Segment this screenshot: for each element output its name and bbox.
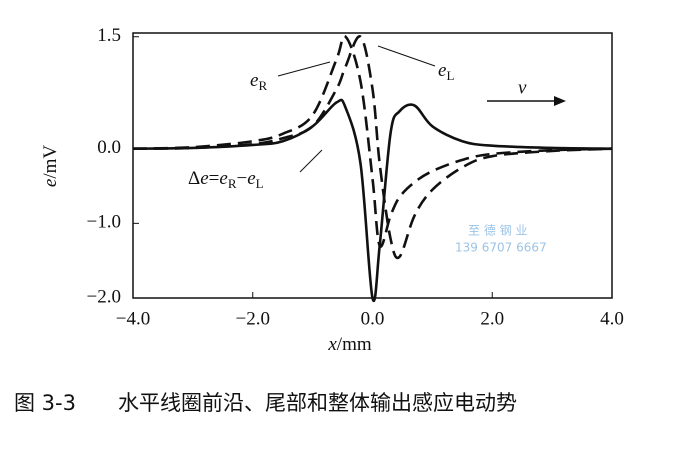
label-er: eR	[250, 70, 267, 93]
t: e	[200, 168, 208, 189]
label-er-main: e	[250, 70, 258, 91]
label-el: eL	[438, 60, 454, 83]
y-axis-label-var: e	[40, 179, 61, 187]
caption-text: 水平线圈前沿、尾部和整体输出感应电动势	[118, 391, 517, 415]
leader-er	[277, 61, 331, 77]
leader-el	[377, 45, 436, 67]
series-line	[132, 98, 613, 303]
series-line	[132, 35, 613, 260]
label-el-main: e	[438, 60, 446, 81]
watermark-phone: 139 6707 6667	[455, 241, 547, 255]
label-er-sub: R	[258, 78, 267, 93]
x-tick-label: 0.0	[361, 308, 385, 329]
leader-delta	[299, 149, 323, 173]
label-delta: Δe=eR−eL	[188, 168, 264, 191]
x-axis-label: x/mm	[327, 334, 371, 355]
x-axis-label-var: x	[327, 334, 337, 355]
x-tick-label: 2.0	[480, 308, 504, 329]
x-axis-label-unit: /mm	[337, 334, 372, 355]
y-axis-label-unit: /mV	[40, 145, 61, 179]
watermark-name: 至 德 钢 业	[468, 223, 527, 238]
velocity-label: v	[518, 77, 527, 98]
x-tick-label: −2.0	[236, 308, 270, 329]
y-tick-label: 0.0	[97, 137, 121, 158]
velocity-arrowhead	[554, 96, 566, 106]
t: R	[228, 176, 237, 191]
plot-frame	[132, 32, 613, 299]
series-line	[132, 34, 613, 248]
t: e	[247, 168, 255, 189]
label-el-sub: L	[446, 68, 454, 83]
y-axis-label: e/mV	[40, 145, 61, 187]
caption-number: 图 3-3	[14, 391, 76, 415]
t: e	[219, 168, 227, 189]
t: −	[236, 168, 247, 189]
x-tick-label: 4.0	[600, 308, 624, 329]
t: L	[256, 176, 264, 191]
y-tick-label: 1.5	[97, 25, 121, 46]
t: =	[209, 168, 220, 189]
y-tick-label: −2.0	[87, 286, 121, 307]
x-tick-label: −4.0	[116, 308, 150, 329]
t: Δ	[188, 168, 200, 189]
y-tick-label: −1.0	[87, 212, 121, 233]
